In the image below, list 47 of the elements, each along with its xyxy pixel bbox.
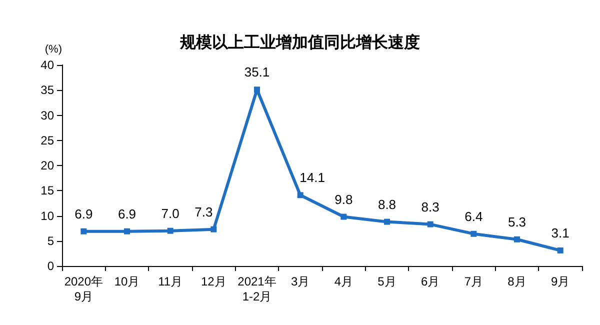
point — [210, 226, 217, 232]
x-tick-label: 3月 — [290, 274, 310, 288]
text: 9.8 — [334, 192, 353, 207]
x-tick-label: 6月 — [420, 274, 440, 288]
x-tick-label: 7月 — [464, 274, 484, 288]
x-tick-label: 5月 — [378, 274, 396, 288]
x-tick-label: 9月 — [550, 274, 570, 288]
x-tick-label: 11月 — [158, 274, 183, 288]
y-axis-title: (%) — [44, 44, 62, 56]
x-tick-label: 10月 — [114, 274, 140, 288]
y-tick-label: 10 — [40, 208, 54, 223]
x-tick-label: 4月 — [334, 274, 354, 288]
y-tick-label: 20 — [40, 158, 54, 172]
text: 8.8 — [378, 196, 396, 212]
y-tick-label: 5 — [47, 234, 54, 248]
x-tick-label: 2020年 9月 — [64, 274, 104, 304]
text: 6.4 — [464, 208, 483, 224]
text: 8.3 — [421, 199, 440, 214]
text: 14.1 — [300, 170, 325, 186]
y-tick-label: 25 — [40, 133, 54, 148]
point — [514, 236, 520, 242]
y-tick-label: 0 — [47, 259, 54, 273]
y-tick-label: 35 — [40, 83, 54, 98]
text: 35.1 — [244, 64, 270, 80]
point — [470, 230, 477, 237]
point — [124, 228, 130, 234]
text: 6.9 — [74, 206, 93, 222]
point — [557, 247, 564, 254]
chart-title: 规模以上工业增加值同比增长速度 — [179, 32, 420, 52]
point — [427, 221, 434, 228]
point — [297, 192, 304, 198]
x-tick-label: 2021年 1-2月 — [238, 274, 276, 304]
text: 3.1 — [551, 225, 570, 240]
y-tick-label: 40 — [40, 58, 54, 72]
x-tick-label: 12月 — [200, 274, 226, 288]
text: 5.3 — [508, 214, 526, 230]
point — [254, 86, 260, 93]
text: 6.9 — [118, 206, 136, 222]
y-tick-label: 30 — [40, 108, 54, 122]
point — [167, 228, 174, 234]
text: 7.0 — [161, 206, 180, 221]
y-tick-label: 15 — [40, 184, 54, 198]
x-tick-label: 8月 — [508, 274, 526, 288]
point — [384, 218, 390, 225]
point — [80, 228, 87, 234]
point — [340, 214, 347, 220]
text: 7.3 — [194, 204, 213, 220]
